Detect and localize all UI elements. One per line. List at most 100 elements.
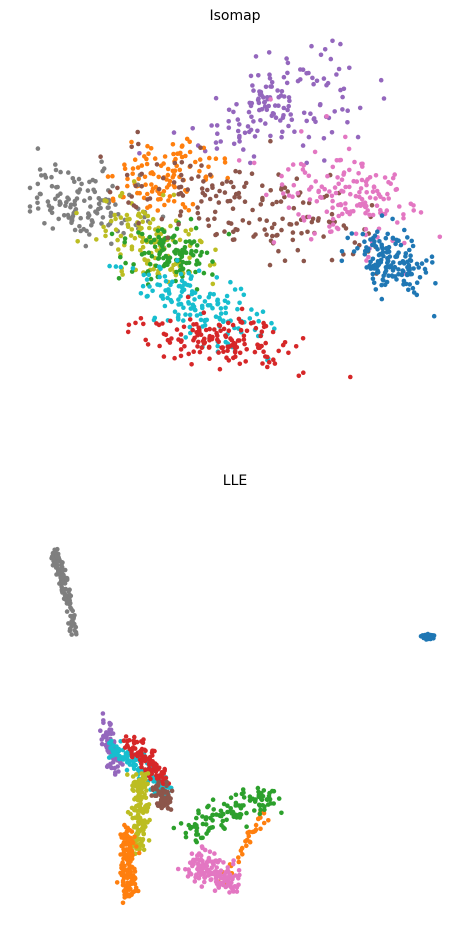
scatter-point-green bbox=[194, 832, 199, 837]
scatter-point-orange bbox=[129, 864, 135, 870]
scatter-point-purple bbox=[304, 71, 309, 76]
scatter-point-cyan bbox=[241, 292, 247, 298]
scatter-point-purple bbox=[328, 56, 334, 62]
scatter-point-gray bbox=[58, 191, 63, 196]
scatter-point-blue bbox=[394, 237, 399, 243]
scatter-point-blue bbox=[381, 278, 386, 283]
scatter-point-brown bbox=[201, 179, 206, 184]
scatter-point-pink bbox=[212, 888, 218, 893]
scatter-point-pink bbox=[359, 177, 365, 183]
scatter-point-gray bbox=[72, 628, 77, 633]
scatter-point-blue bbox=[385, 231, 391, 237]
scatter-point-brown bbox=[250, 207, 255, 213]
scatter-point-pink bbox=[225, 882, 231, 887]
scatter-point-brown bbox=[154, 787, 159, 792]
scatter-point-red bbox=[144, 757, 149, 762]
scatter-point-pink bbox=[325, 173, 330, 179]
scatter-point-brown bbox=[139, 171, 144, 177]
scatter-point-pink bbox=[186, 867, 191, 872]
scatter-point-green bbox=[142, 250, 147, 256]
scatter-point-red bbox=[195, 332, 200, 338]
scatter-point-olive bbox=[129, 246, 135, 252]
scatter-point-brown bbox=[206, 223, 212, 229]
scatter-point-pink bbox=[229, 885, 234, 891]
scatter-point-pink bbox=[353, 193, 359, 199]
scatter-point-brown bbox=[213, 193, 219, 199]
scatter-point-gray bbox=[55, 184, 60, 190]
scatter-point-orange bbox=[127, 828, 133, 833]
scatter-point-gray bbox=[87, 179, 92, 185]
scatter-point-gray bbox=[87, 195, 93, 201]
scatter-point-gray bbox=[93, 179, 98, 184]
scatter-point-purple bbox=[226, 119, 231, 124]
scatter-point-blue bbox=[391, 260, 396, 265]
scatter-point-blue bbox=[372, 233, 378, 238]
scatter-point-red bbox=[244, 328, 250, 334]
scatter-point-orange bbox=[197, 168, 202, 174]
scatter-point-green bbox=[180, 259, 186, 265]
scatter-point-purple bbox=[298, 77, 303, 82]
scatter-point-gray bbox=[58, 201, 63, 206]
scatter-point-brown bbox=[249, 171, 255, 176]
scatter-point-green bbox=[171, 825, 177, 831]
scatter-point-red bbox=[265, 364, 270, 370]
scatter-point-brown bbox=[198, 145, 203, 150]
scatter-point-pink bbox=[374, 203, 380, 208]
scatter-point-pink bbox=[353, 231, 359, 237]
scatter-point-pink bbox=[348, 191, 353, 197]
scatter-point-pink bbox=[330, 205, 335, 210]
scatter-point-brown bbox=[178, 190, 184, 196]
scatter-point-gray bbox=[96, 201, 102, 207]
scatter-point-blue bbox=[425, 631, 431, 637]
scatter-point-purple bbox=[213, 140, 219, 145]
scatter-point-orange bbox=[177, 167, 183, 173]
scatter-point-pink bbox=[195, 861, 201, 867]
scatter-point-red bbox=[238, 327, 244, 333]
scatter-point-blue bbox=[410, 285, 416, 291]
scatter-point-purple bbox=[137, 151, 142, 156]
scatter-point-blue bbox=[407, 247, 412, 253]
scatter-point-cyan bbox=[114, 752, 120, 758]
scatter-point-brown bbox=[139, 184, 144, 189]
scatter-point-pink bbox=[231, 858, 236, 863]
scatter-point-red bbox=[237, 350, 243, 356]
scatter-point-red bbox=[286, 350, 291, 356]
scatter-point-brown bbox=[162, 790, 168, 795]
scatter-point-purple bbox=[311, 81, 316, 87]
scatter-point-blue bbox=[424, 635, 429, 640]
scatter-point-brown bbox=[264, 232, 269, 237]
scatter-point-olive bbox=[112, 212, 117, 218]
scatter-point-blue bbox=[375, 270, 381, 275]
scatter-point-gray bbox=[62, 593, 68, 598]
scatter-point-purple bbox=[281, 94, 287, 99]
scatter-point-gray bbox=[49, 183, 55, 189]
scatter-point-brown bbox=[230, 237, 236, 243]
scatter-point-brown bbox=[258, 202, 264, 207]
scatter-point-red bbox=[221, 349, 226, 355]
scatter-point-olive bbox=[147, 220, 153, 226]
scatter-point-cyan bbox=[254, 311, 260, 317]
scatter-point-pink bbox=[401, 212, 406, 217]
scatter-point-red bbox=[150, 748, 156, 754]
scatter-point-purple bbox=[214, 146, 220, 151]
scatter-point-purple bbox=[234, 102, 239, 107]
scatter-point-pink bbox=[330, 222, 336, 227]
scatter-point-pink bbox=[313, 179, 319, 184]
scatter-point-pink bbox=[236, 158, 242, 163]
scatter-point-cyan bbox=[181, 318, 186, 323]
scatter-point-olive bbox=[169, 266, 175, 271]
scatter-point-purple bbox=[279, 89, 285, 94]
scatter-point-purple bbox=[237, 122, 242, 127]
scatter-point-brown bbox=[145, 197, 150, 202]
scatter-point-blue bbox=[397, 260, 403, 266]
scatter-point-olive bbox=[143, 795, 149, 801]
scatter-point-green bbox=[244, 810, 249, 816]
scatter-point-orange bbox=[165, 166, 171, 172]
scatter-point-green bbox=[116, 276, 122, 281]
scatter-point-brown bbox=[166, 795, 172, 800]
scatter-point-olive bbox=[210, 281, 216, 287]
scatter-point-blue bbox=[381, 273, 387, 279]
scatter-point-cyan bbox=[113, 264, 119, 269]
scatter-point-gray bbox=[66, 170, 71, 175]
scatter-point-orange bbox=[239, 845, 245, 851]
